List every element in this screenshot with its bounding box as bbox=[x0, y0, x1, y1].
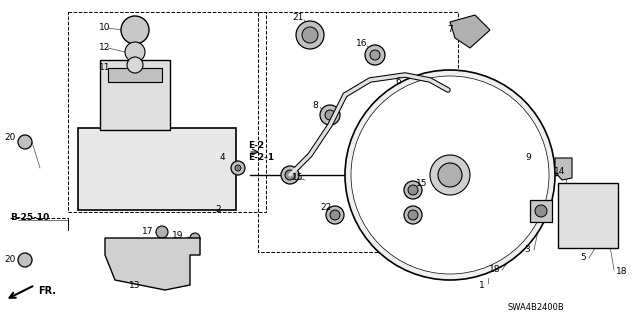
Text: 12: 12 bbox=[99, 43, 111, 53]
Circle shape bbox=[430, 155, 470, 195]
Text: 2: 2 bbox=[215, 205, 221, 214]
Circle shape bbox=[600, 229, 616, 245]
Circle shape bbox=[560, 229, 576, 245]
Text: 8: 8 bbox=[312, 100, 318, 109]
Text: 18: 18 bbox=[616, 268, 628, 277]
Circle shape bbox=[190, 233, 200, 243]
Bar bbox=[78, 128, 236, 210]
Circle shape bbox=[231, 161, 245, 175]
Text: E-2: E-2 bbox=[248, 140, 264, 150]
Circle shape bbox=[404, 181, 422, 199]
Circle shape bbox=[438, 163, 462, 187]
Circle shape bbox=[285, 170, 295, 180]
Text: 18: 18 bbox=[489, 265, 500, 275]
Text: 16: 16 bbox=[356, 40, 368, 48]
Text: 19: 19 bbox=[172, 231, 184, 240]
Bar bbox=[530, 200, 552, 222]
Circle shape bbox=[330, 210, 340, 220]
Circle shape bbox=[351, 76, 549, 274]
Circle shape bbox=[404, 206, 422, 224]
Circle shape bbox=[600, 187, 616, 203]
Text: 7: 7 bbox=[447, 26, 453, 34]
Circle shape bbox=[113, 245, 127, 259]
Text: 3: 3 bbox=[524, 246, 530, 255]
Text: 11: 11 bbox=[99, 63, 111, 72]
Circle shape bbox=[125, 42, 145, 62]
Circle shape bbox=[408, 185, 418, 195]
Text: 15: 15 bbox=[292, 174, 304, 182]
Text: 20: 20 bbox=[4, 256, 16, 264]
Circle shape bbox=[370, 50, 380, 60]
Circle shape bbox=[235, 165, 241, 171]
Circle shape bbox=[156, 226, 168, 238]
Polygon shape bbox=[105, 238, 200, 290]
Bar bbox=[108, 68, 162, 82]
Text: 1: 1 bbox=[479, 280, 485, 290]
Text: SWA4B2400B: SWA4B2400B bbox=[508, 303, 564, 313]
Circle shape bbox=[176, 245, 190, 259]
Text: B-25-10: B-25-10 bbox=[10, 213, 49, 222]
Text: FR.: FR. bbox=[38, 286, 56, 296]
Circle shape bbox=[127, 57, 143, 73]
Circle shape bbox=[18, 135, 32, 149]
Text: 5: 5 bbox=[580, 254, 586, 263]
Text: 6: 6 bbox=[395, 78, 401, 86]
Circle shape bbox=[365, 45, 385, 65]
Circle shape bbox=[296, 21, 324, 49]
Circle shape bbox=[326, 206, 344, 224]
Text: 20: 20 bbox=[4, 133, 16, 143]
Polygon shape bbox=[450, 15, 490, 48]
Circle shape bbox=[18, 253, 32, 267]
Circle shape bbox=[320, 105, 340, 125]
Bar bbox=[68, 12, 266, 212]
Circle shape bbox=[560, 187, 576, 203]
Circle shape bbox=[408, 210, 418, 220]
Circle shape bbox=[281, 166, 299, 184]
Circle shape bbox=[325, 110, 335, 120]
Circle shape bbox=[302, 27, 318, 43]
Text: 21: 21 bbox=[292, 13, 304, 23]
Bar bbox=[258, 12, 458, 252]
Text: 14: 14 bbox=[554, 167, 566, 176]
Text: 17: 17 bbox=[142, 227, 154, 236]
Polygon shape bbox=[555, 158, 572, 180]
Polygon shape bbox=[558, 183, 618, 248]
Text: E-2-1: E-2-1 bbox=[248, 153, 274, 162]
Text: 22: 22 bbox=[321, 204, 332, 212]
Text: 4: 4 bbox=[219, 153, 225, 162]
Text: 15: 15 bbox=[416, 179, 428, 188]
Circle shape bbox=[345, 70, 555, 280]
Text: 9: 9 bbox=[525, 153, 531, 162]
Text: 13: 13 bbox=[129, 280, 141, 290]
Text: 10: 10 bbox=[99, 24, 111, 33]
Circle shape bbox=[535, 205, 547, 217]
Bar bbox=[100, 60, 170, 130]
Circle shape bbox=[121, 16, 149, 44]
